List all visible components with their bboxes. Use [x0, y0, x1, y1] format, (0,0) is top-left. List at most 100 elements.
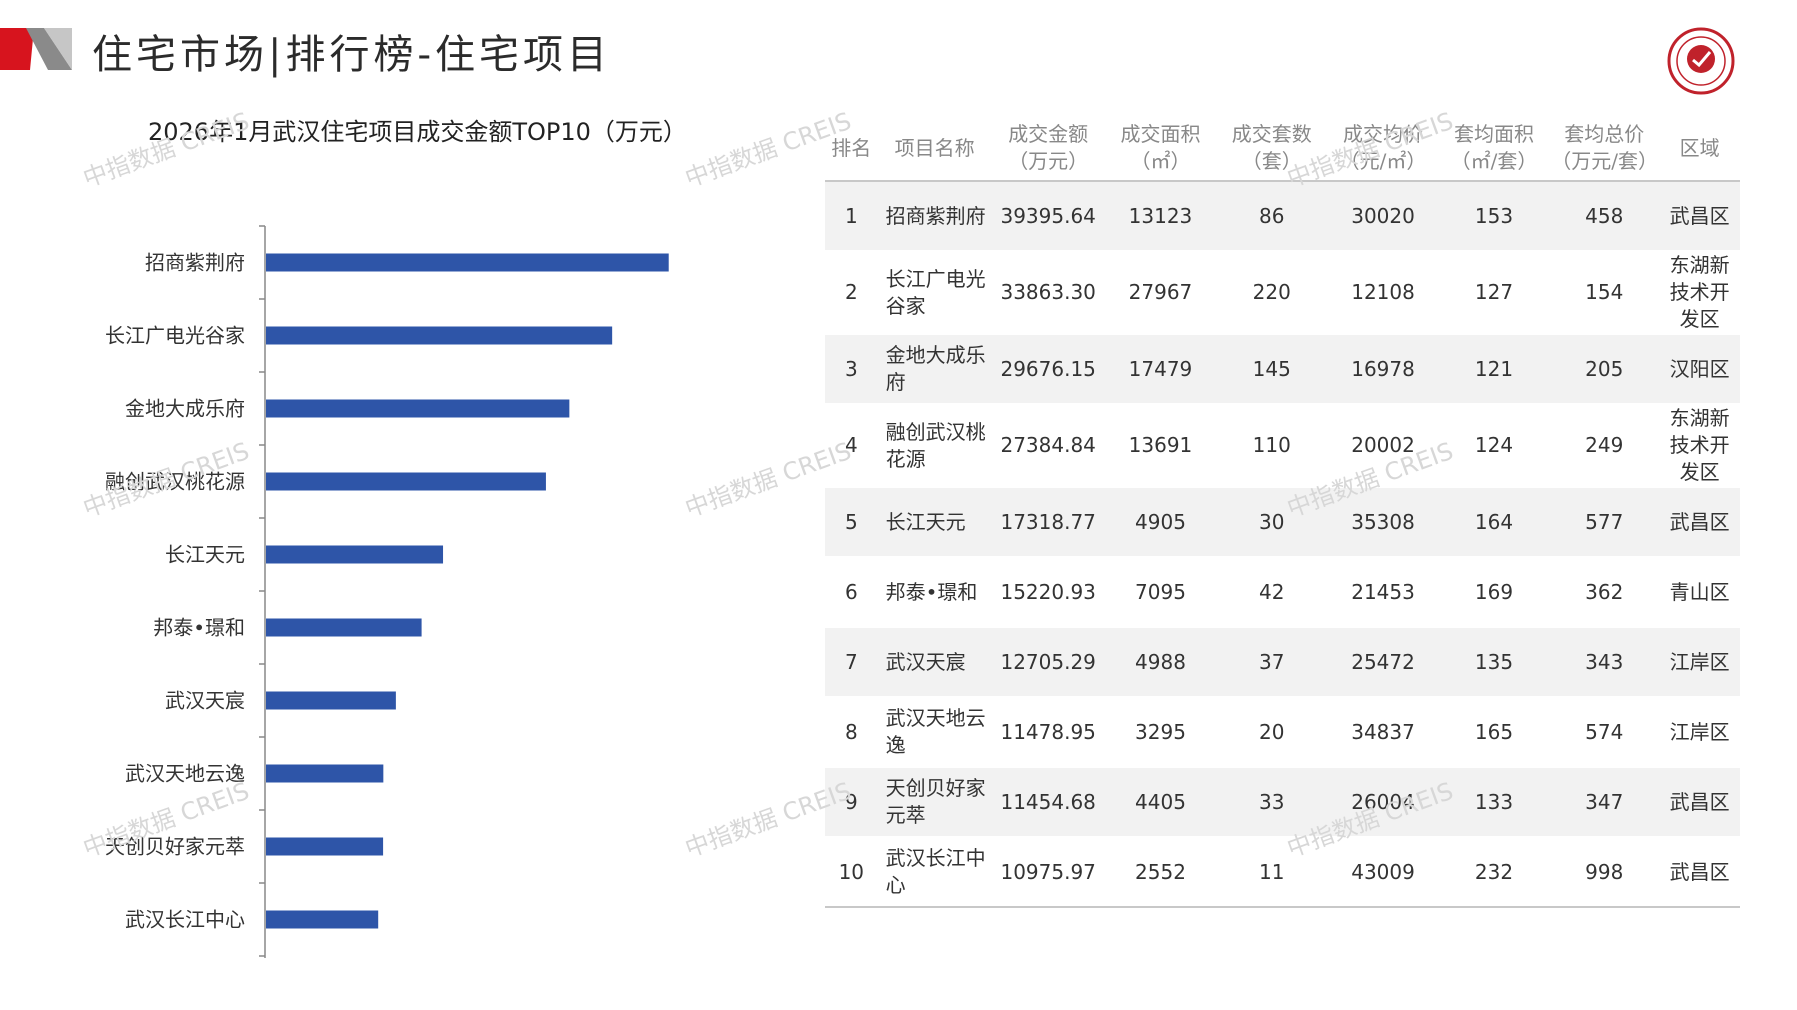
table-cell: 融创武汉桃花源 [885, 419, 986, 471]
table-row: 4 融创武汉桃花源 27384.84 13691 110 20002 124 249 东湖新技术… [825, 404, 1740, 487]
table-cell: 577 [1549, 487, 1660, 557]
category-label: 长江广电光谷家 [105, 324, 245, 348]
table-cell: 8 [844, 719, 858, 744]
table-cell: 武昌区 [1669, 859, 1730, 884]
table-row: 5 长江天元 17318.77 4905 30 35308 164 577 武昌区 [825, 487, 1740, 557]
column-header: 成交面积 （㎡） [1120, 122, 1201, 173]
category-label: 融创武汉桃花源 [105, 470, 245, 494]
table-cell: 3 [825, 334, 878, 404]
table-row: 9 天创贝好家元萃 11454.68 4405 33 26004 133 347 武昌区 [825, 767, 1740, 837]
category-label: 武汉长江中心 [125, 908, 245, 932]
table-cell: 9 [825, 767, 878, 837]
table-row: 3 金地大成乐府 29676.15 17479 145 16978 121 205 汉阳区 [825, 334, 1740, 404]
table-cell: 145 [1216, 334, 1328, 404]
table-cell: 153 [1438, 181, 1550, 251]
table-cell: 江岸区 [1669, 719, 1730, 744]
table-cell: 42 [1259, 579, 1285, 604]
table-cell: 1 [825, 181, 878, 251]
bar-chart: 招商紫荆府长江广电光谷家金地大成乐府融创武汉桃花源长江天元邦泰•璟和武汉天宸武汉… [105, 225, 669, 958]
table-cell: 220 [1252, 280, 1291, 304]
bar [266, 399, 570, 418]
table-cell: 110 [1252, 433, 1291, 457]
table-cell: 25472 [1327, 627, 1439, 697]
table-cell: 34837 [1351, 719, 1415, 744]
table-cell: 33863.30 [1000, 280, 1096, 304]
table-cell: 30020 [1327, 181, 1439, 251]
table-cell: 2552 [1135, 859, 1186, 884]
table-cell: 165 [1474, 719, 1514, 744]
bar [266, 618, 422, 637]
table-cell: 5 [825, 487, 878, 557]
table-cell: 17479 [1104, 334, 1217, 404]
bar [266, 764, 384, 783]
table-cell: 20 [1259, 719, 1285, 744]
table-cell: 124 [1474, 433, 1514, 457]
table-cell: 135 [1438, 627, 1550, 697]
table-cell: 11454.68 [991, 767, 1105, 837]
table-cell: 39395.64 [991, 181, 1105, 251]
table-cell: 121 [1438, 334, 1550, 404]
table-cell: 6 [844, 579, 858, 604]
column-header: 成交套数 （套） [1231, 122, 1312, 173]
table-header-row: 排名 项目名称 成交金额 （万元） 成交面积 （㎡） 成交套数 （套） 成交均价 （元/㎡） 套均面… [825, 116, 1740, 181]
table-cell: 21453 [1351, 579, 1415, 604]
category-label: 金地大成乐府 [125, 397, 245, 421]
column-header: 套均面积 （㎡/套） [1450, 122, 1538, 173]
table-cell: 4405 [1104, 767, 1217, 837]
column-header: 项目名称 [894, 135, 975, 160]
table-row: 8 武汉天地云逸 11478.95 3295 20 34837 165 574 江岸区 [825, 697, 1740, 767]
table-cell: 362 [1585, 579, 1624, 604]
table-cell: 37 [1216, 627, 1328, 697]
table-cell: 347 [1549, 767, 1660, 837]
table-cell: 11 [1259, 859, 1285, 884]
category-label: 天创贝好家元萃 [105, 835, 245, 859]
table-cell: 2 [844, 280, 858, 304]
table-cell: 武昌区 [1659, 767, 1740, 837]
table-cell: 武汉长江中心 [885, 846, 986, 897]
table-cell: 127 [1474, 280, 1514, 304]
table-cell: 205 [1549, 334, 1660, 404]
table-cell: 27967 [1128, 280, 1193, 304]
table-row: 1 招商紫荆府 39395.64 13123 86 30020 153 458 武昌区 [825, 181, 1740, 251]
column-header: 区域 [1679, 135, 1720, 160]
table-cell: 17318.77 [991, 487, 1105, 557]
bar [266, 910, 379, 929]
category-label: 长江天元 [165, 543, 245, 567]
chart-title: 2026年1月武汉住宅项目成交金额TOP10（万元） [148, 118, 687, 146]
table-cell: 16978 [1327, 334, 1439, 404]
table-cell: 343 [1549, 627, 1660, 697]
category-label: 邦泰•璟和 [153, 616, 245, 640]
table-cell: 7095 [1135, 579, 1186, 604]
table-cell: 169 [1474, 579, 1514, 604]
table-cell: 江岸区 [1659, 627, 1740, 697]
table-cell: 武昌区 [1659, 181, 1740, 251]
bar [266, 472, 546, 491]
table-cell: 招商紫荆府 [877, 181, 992, 251]
table-cell: 13123 [1104, 181, 1217, 251]
table-row: 6 邦泰•璟和 15220.93 7095 42 21453 169 362 青山区 [825, 557, 1740, 627]
table-cell: 长江广电光谷家 [885, 266, 986, 318]
bar [266, 837, 384, 856]
page-title: 住宅市场|排行榜-住宅项目 [92, 32, 611, 78]
table-cell: 10 [838, 859, 865, 884]
table-cell: 7 [825, 627, 878, 697]
table-cell: 汉阳区 [1659, 334, 1740, 404]
table-row: 10 武汉长江中心 10975.97 2552 11 43009 232 998 武昌区 [825, 837, 1740, 907]
table-cell: 金地大成乐府 [877, 334, 992, 404]
table-cell: 武昌区 [1659, 487, 1740, 557]
table-cell: 154 [1585, 280, 1624, 304]
header-corner-decoration [0, 28, 72, 70]
table-cell: 4 [844, 433, 858, 457]
table-cell: 232 [1474, 859, 1514, 884]
table-cell: 13691 [1128, 433, 1193, 457]
index-academy-seal-icon [1667, 27, 1735, 95]
table-cell: 4905 [1104, 487, 1217, 557]
ranking-table: 排名 项目名称 成交金额 （万元） 成交面积 （㎡） 成交套数 （套） 成交均价 （元/㎡） 套均面… [825, 116, 1740, 908]
table-row: 2 长江广电光谷家 33863.30 27967 220 12108 127 154 东湖新技术… [825, 251, 1740, 334]
category-label: 招商紫荆府 [145, 251, 245, 275]
table-row: 7 武汉天宸 12705.29 4988 37 25472 135 343 江岸区 [825, 627, 1740, 697]
table-cell: 东湖新技术开发区 [1669, 253, 1730, 331]
bar [266, 545, 444, 564]
table-cell: 33 [1216, 767, 1328, 837]
table-cell: 15220.93 [1000, 579, 1096, 604]
